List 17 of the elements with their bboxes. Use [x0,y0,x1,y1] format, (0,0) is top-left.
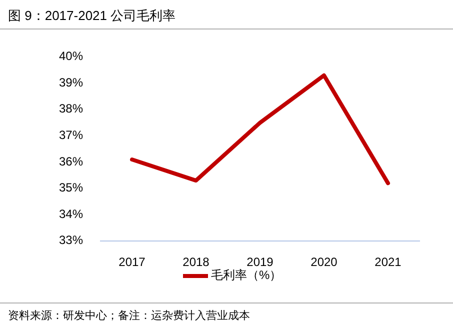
chart-title: 图 9：2017-2021 公司毛利率 [8,8,176,23]
x-tick-label: 2017 [118,255,146,269]
line-series [130,73,390,186]
x-tick-label: 2019 [246,255,274,269]
y-tick-label: 37% [58,128,84,142]
x-tick-label: 2021 [374,255,402,269]
text: 资料来源：研发中心；备注：运杂费计入营业成本 [8,309,250,322]
y-tick-label: 36% [58,154,84,168]
x-tick-label: 2018 [182,255,210,269]
x-tick-label: 2020 [310,255,338,269]
y-tick-label: 34% [58,206,84,221]
y-tick-label: 35% [58,180,84,195]
legend-label: 毛利率（%） [211,268,282,282]
y-tick-label: 39% [58,75,84,90]
y-tick-label: 40% [58,49,84,64]
y-tick-label: 33% [58,233,84,248]
y-tick-label: 38% [58,102,84,116]
